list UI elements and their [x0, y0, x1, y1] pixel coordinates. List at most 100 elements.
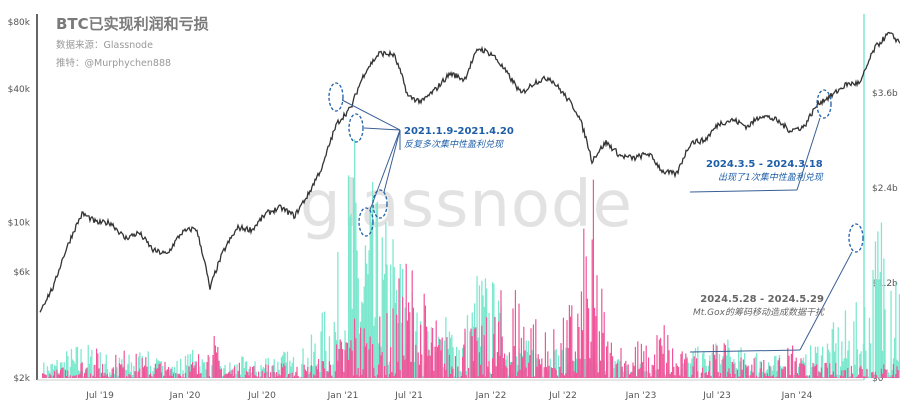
profit-bar — [584, 358, 586, 378]
loss-bar — [314, 375, 316, 378]
loss-bar — [158, 364, 160, 378]
loss-bar — [364, 346, 366, 378]
loss-bar — [554, 368, 556, 378]
loss-bar — [537, 354, 539, 378]
loss-bar — [691, 375, 693, 378]
profit-bar — [266, 371, 268, 378]
profit-bar — [644, 371, 646, 378]
x-tick-label: Jul '20 — [247, 391, 276, 401]
loss-bar — [195, 361, 197, 378]
loss-bar — [746, 367, 748, 378]
loss-bar — [753, 358, 755, 378]
loss-bar — [740, 357, 742, 378]
loss-bar — [242, 377, 244, 378]
loss-bar — [529, 355, 531, 378]
loss-bar — [434, 346, 436, 378]
profit-bar — [368, 250, 370, 378]
loss-bar — [602, 332, 604, 378]
loss-bar — [369, 336, 371, 378]
loss-bar — [536, 366, 538, 378]
loss-bar — [278, 373, 280, 378]
loss-bar — [444, 363, 446, 378]
loss-bar — [675, 363, 677, 378]
profit-bar — [768, 362, 770, 378]
annotation-leader-line — [383, 129, 401, 193]
profit-bar — [880, 222, 883, 378]
profit-bar — [291, 362, 293, 378]
loss-bar — [514, 290, 516, 378]
loss-bar — [715, 359, 717, 378]
profit-bar — [240, 374, 242, 378]
loss-bar — [130, 376, 132, 378]
profit-bar — [171, 366, 173, 378]
loss-bar — [760, 362, 762, 378]
loss-bar — [169, 375, 171, 378]
loss-bar — [855, 376, 857, 378]
right-tick-label: $2.4b — [872, 184, 898, 194]
loss-bar — [344, 350, 346, 378]
profit-bar — [469, 331, 471, 378]
loss-bar — [104, 372, 106, 378]
profit-bar — [868, 317, 871, 378]
profit-bar — [682, 363, 685, 378]
profit-bar — [75, 347, 77, 378]
loss-bar — [872, 371, 874, 378]
loss-bar — [495, 366, 497, 378]
loss-bar — [268, 377, 270, 378]
profit-bar — [384, 273, 386, 378]
loss-bar — [505, 365, 507, 378]
loss-bar — [651, 364, 653, 378]
profit-bar — [865, 350, 867, 378]
loss-bar — [648, 357, 650, 378]
loss-bar — [451, 366, 453, 378]
loss-bar — [595, 316, 597, 378]
loss-bar — [693, 356, 695, 378]
loss-bar — [441, 337, 443, 378]
profit-bar — [823, 376, 825, 378]
profit-bar — [460, 372, 463, 378]
loss-bar — [829, 363, 831, 378]
loss-bar — [180, 375, 182, 378]
profit-bar — [889, 375, 891, 378]
loss-bar — [816, 364, 818, 378]
loss-bar — [216, 352, 218, 378]
loss-bar — [874, 371, 876, 378]
loss-bar — [270, 372, 272, 378]
loss-bar — [814, 366, 816, 378]
profit-bar — [826, 343, 829, 378]
loss-bar — [446, 337, 448, 378]
profit-bar — [162, 365, 164, 378]
loss-bar — [457, 366, 459, 378]
profit-bar — [734, 362, 736, 378]
loss-bar — [787, 347, 789, 378]
loss-bar — [318, 359, 320, 378]
loss-bar — [240, 377, 242, 378]
profit-bar — [720, 364, 722, 378]
profit-bar — [156, 358, 158, 378]
loss-bar — [427, 356, 429, 378]
profit-bar — [476, 276, 478, 378]
x-tick-label: Jan '23 — [625, 391, 657, 401]
profit-bar — [74, 363, 76, 378]
loss-bar — [578, 327, 580, 378]
profit-bar — [814, 346, 817, 378]
profit-bar — [726, 355, 728, 378]
loss-bar — [712, 344, 714, 378]
loss-bar — [848, 377, 850, 378]
loss-bar — [666, 362, 668, 378]
loss-bar — [859, 367, 861, 378]
profit-bar — [324, 311, 326, 378]
loss-bar — [303, 364, 305, 378]
profit-bar — [204, 362, 206, 378]
loss-bar — [842, 376, 844, 378]
loss-bar — [307, 366, 309, 378]
x-tick-label: Jul '19 — [85, 391, 114, 401]
annotation-leader-line — [799, 251, 853, 351]
loss-bar — [781, 368, 783, 378]
loss-bar — [313, 374, 315, 378]
loss-bar — [504, 353, 506, 378]
profit-bar — [139, 352, 141, 378]
loss-bar — [501, 336, 503, 378]
profit-bar — [244, 361, 247, 378]
loss-bar — [518, 303, 520, 378]
